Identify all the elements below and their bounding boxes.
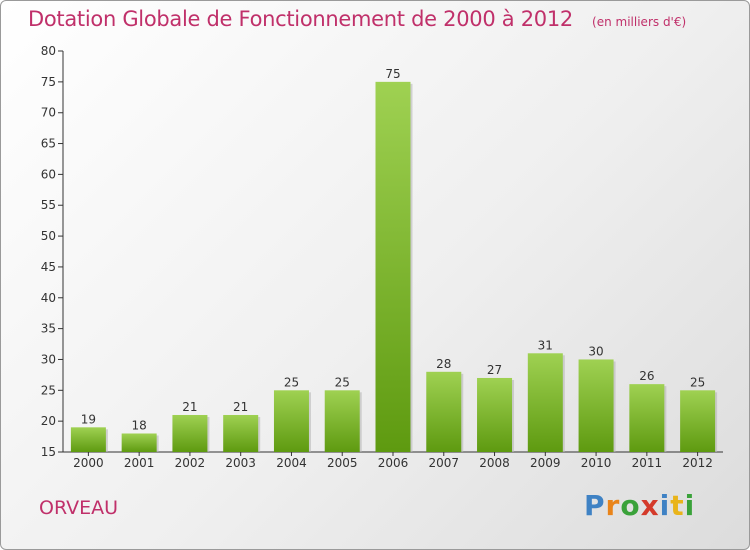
proxiti-logo: Proxiti <box>584 489 696 522</box>
bar <box>527 353 563 452</box>
bar <box>223 414 259 452</box>
bar-value-label: 30 <box>588 344 603 358</box>
bar-value-label: 18 <box>132 418 147 432</box>
bar-value-label: 75 <box>385 67 400 81</box>
bar <box>680 390 716 452</box>
bar-value-label: 25 <box>335 375 350 389</box>
x-tick-label: 2004 <box>276 456 307 470</box>
chart-title: Dotation Globale de Fonctionnement de 20… <box>28 7 573 31</box>
bar <box>121 433 157 452</box>
bar-value-label: 25 <box>284 375 299 389</box>
commune-name: ORVEAU <box>39 497 119 519</box>
bar-value-label: 27 <box>487 363 502 377</box>
x-tick-label: 2003 <box>225 456 256 470</box>
chart-unit: (en milliers d'€) <box>592 15 687 29</box>
x-tick-label: 2010 <box>581 456 612 470</box>
x-tick-label: 2005 <box>327 456 358 470</box>
bar-value-label: 21 <box>233 400 248 414</box>
bar-value-label: 21 <box>182 400 197 414</box>
bar <box>477 377 513 452</box>
x-tick-label: 2000 <box>73 456 104 470</box>
title-row: Dotation Globale de Fonctionnement de 20… <box>28 7 686 31</box>
y-tick-label: 80 <box>41 44 56 58</box>
y-tick-label: 60 <box>41 167 56 181</box>
y-tick-label: 35 <box>41 322 56 336</box>
y-tick-label: 55 <box>41 198 56 212</box>
x-tick-label: 2006 <box>378 456 409 470</box>
bar <box>578 359 614 452</box>
y-tick-label: 40 <box>41 291 56 305</box>
bar <box>426 371 462 452</box>
bar <box>172 414 208 452</box>
bar <box>273 390 309 452</box>
y-tick-label: 65 <box>41 137 56 151</box>
y-tick-label: 20 <box>41 414 56 428</box>
bar-value-label: 26 <box>639 369 654 383</box>
bar-value-label: 31 <box>538 338 553 352</box>
x-tick-label: 2002 <box>175 456 206 470</box>
bar <box>324 390 360 452</box>
y-tick-label: 45 <box>41 260 56 274</box>
y-tick-label: 25 <box>41 383 56 397</box>
y-tick-label: 15 <box>41 445 56 459</box>
x-tick-label: 2009 <box>530 456 561 470</box>
y-tick-label: 75 <box>41 75 56 89</box>
bar-value-label: 19 <box>81 412 96 426</box>
y-tick-label: 50 <box>41 229 56 243</box>
bar-value-label: 25 <box>690 375 705 389</box>
x-tick-label: 2011 <box>632 456 663 470</box>
x-tick-label: 2008 <box>479 456 510 470</box>
x-tick-label: 2007 <box>428 456 459 470</box>
y-tick-label: 30 <box>41 352 56 366</box>
x-tick-label: 2012 <box>682 456 713 470</box>
bar-value-label: 28 <box>436 357 451 371</box>
bar <box>375 81 411 452</box>
y-tick-label: 70 <box>41 106 56 120</box>
x-tick-label: 2001 <box>124 456 155 470</box>
bar <box>70 427 106 452</box>
bar <box>629 384 665 452</box>
